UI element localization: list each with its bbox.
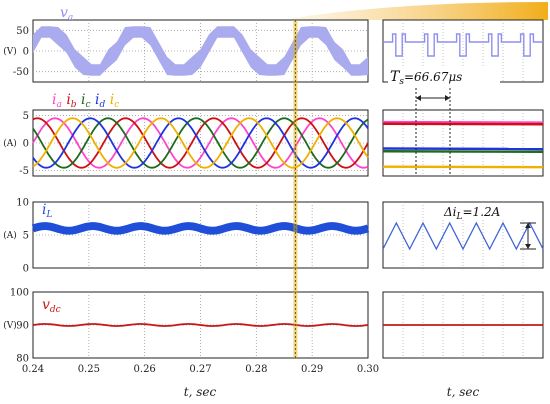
iL-ytick: 0	[23, 264, 29, 275]
ts-label: Ts=66.67μs	[390, 69, 462, 87]
panel-iabc: 5 0 -5 (A)	[3, 109, 369, 177]
current-series-3	[32, 117, 369, 169]
zoom-current-0	[382, 120, 544, 124]
va-band	[33, 26, 368, 76]
ripple-label-bg	[440, 204, 542, 220]
x-tick-label: 0.29	[301, 364, 323, 375]
vdc-ytick: 90	[16, 321, 29, 332]
zoom-iL-triangle	[382, 221, 544, 251]
va-ylabel: (V)	[3, 46, 17, 57]
iL-band	[31, 222, 370, 235]
zoom-current-3	[382, 147, 544, 151]
va-ytick: -50	[13, 67, 29, 78]
va-ytick: 50	[16, 26, 29, 37]
zoom-va-pulse	[383, 33, 543, 57]
panel-va: 50 0 -50 (V)	[3, 19, 369, 83]
zoom-current-1	[382, 122, 544, 126]
iL-ytick: 10	[16, 198, 29, 209]
vdc-ylabel: (V)	[3, 320, 17, 331]
panel-iL: 10 5 0 (A)	[3, 198, 370, 275]
label-iabc: ia ib ic id ic	[52, 92, 119, 111]
ripple-arrowhead-bottom	[525, 244, 531, 249]
current-series-4	[32, 117, 369, 169]
iabc-ytick: -5	[19, 166, 29, 177]
vdc-ytick: 80	[16, 354, 29, 365]
label-va: va	[60, 5, 73, 23]
zoom-current-2	[382, 150, 544, 153]
current-series-0	[32, 117, 369, 169]
vdc-ytick: 100	[10, 288, 29, 299]
current-series-1	[32, 117, 369, 169]
ripple-annotation: ΔiL=1.2A	[440, 204, 542, 250]
ts-arrowhead-left	[416, 95, 421, 101]
iabc-ytick: 5	[23, 111, 29, 122]
ts-label-bg	[388, 66, 500, 86]
iL-ylabel: (A)	[3, 230, 17, 241]
zoom-highlight	[293, 2, 548, 20]
label-iL: iL	[42, 202, 52, 220]
iabc-ytick: 0	[23, 139, 29, 150]
x-tick-label: 0.27	[189, 364, 211, 375]
x-axis-label: t, sec	[184, 385, 217, 399]
x-tick-label: 0.28	[245, 364, 267, 375]
label-vdc: vdc	[42, 297, 61, 315]
iL-ytick: 5	[23, 231, 29, 242]
zoom-x-axis-label: t, sec	[447, 385, 480, 399]
panel-vdc: 100 90 80 (V)	[3, 288, 369, 365]
ripple-arrowhead-top	[525, 223, 531, 228]
x-tick-label: 0.26	[134, 364, 156, 375]
zoom-current-4	[382, 165, 544, 169]
current-series-2	[32, 117, 369, 169]
iabc-ylabel: (A)	[3, 138, 17, 149]
x-tick-label: 0.30	[357, 364, 379, 375]
vdc-line	[32, 323, 369, 327]
x-tick-label: 0.25	[78, 364, 100, 375]
x-tick-label: 0.24	[22, 364, 44, 375]
ts-arrowhead-right	[445, 95, 450, 101]
ts-annotation: Ts=66.67μs	[388, 66, 500, 176]
ripple-label: ΔiL=1.2A	[443, 205, 501, 222]
va-ytick: 0	[23, 47, 29, 58]
